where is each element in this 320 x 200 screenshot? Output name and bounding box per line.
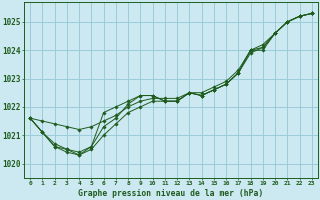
X-axis label: Graphe pression niveau de la mer (hPa): Graphe pression niveau de la mer (hPa) — [78, 189, 264, 198]
